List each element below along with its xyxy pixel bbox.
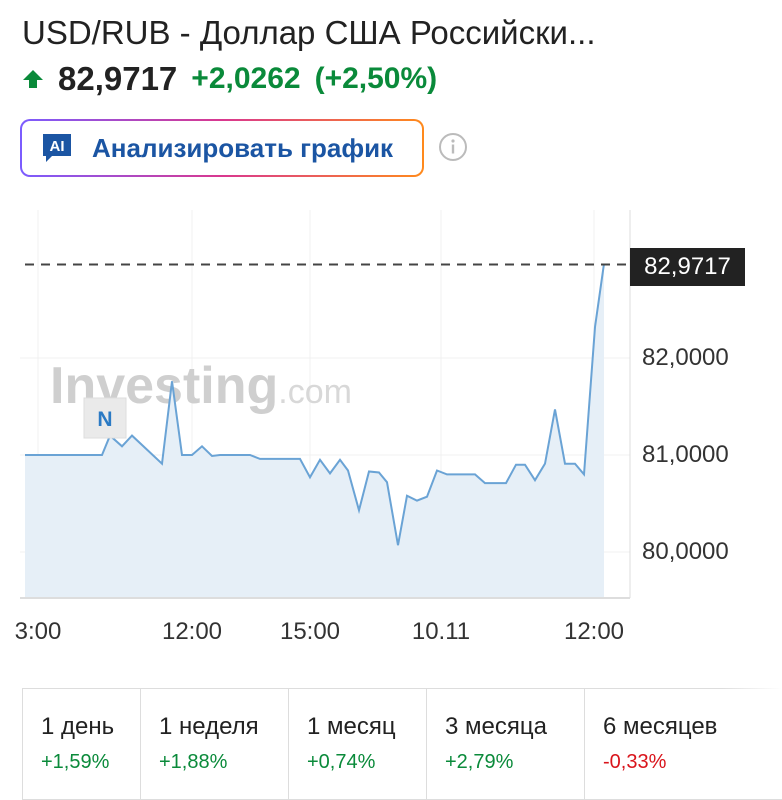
ai-chat-icon: AI — [43, 134, 71, 162]
period-value: +1,88% — [159, 751, 228, 773]
y-tick-label: 80,0000 — [642, 538, 729, 565]
x-tick-label: 3:00 — [14, 618, 62, 645]
period-value: +1,59% — [41, 751, 110, 773]
x-tick-label: 12:00 — [563, 618, 625, 645]
analyze-chart-label: Анализировать график — [92, 132, 394, 163]
period-label: 6 месяцев — [603, 713, 718, 740]
period-label: 1 неделя — [159, 713, 259, 740]
period-label: 3 месяца — [445, 713, 547, 740]
svg-text:AI: AI — [50, 138, 65, 155]
period-1w[interactable]: 1 неделя +1,88% — [141, 689, 289, 799]
price-area-fill — [25, 263, 604, 597]
y-tick-label: 82,0000 — [642, 344, 729, 371]
price-change-percent: (+2,50%) — [314, 62, 438, 95]
y-tick-label: 81,0000 — [642, 441, 729, 468]
period-label: 1 день — [41, 713, 115, 740]
price-line — [25, 263, 605, 546]
x-tick-label: 15:00 — [279, 618, 341, 645]
period-3m[interactable]: 3 месяца +2,79% — [427, 689, 585, 799]
arrow-up-icon — [23, 70, 43, 88]
instrument-title: USD/RUB - Доллар США Российски... — [22, 14, 596, 51]
period-performance-list: 1 день +1,59% 1 неделя +1,88% 1 месяц +0,74… — [22, 688, 782, 800]
price-row: 82,9717 +2,0262 (+2,50%) — [22, 60, 437, 98]
x-tick-label: 10.11 — [411, 618, 471, 645]
period-1m[interactable]: 1 месяц +0,74% — [289, 689, 427, 799]
info-icon[interactable] — [438, 132, 468, 162]
current-price-tag: 82,9717 — [630, 248, 745, 286]
news-marker[interactable]: N — [83, 397, 127, 439]
svg-text:N: N — [97, 408, 112, 431]
period-value: +2,79% — [445, 751, 514, 773]
price-chart[interactable]: Investing.com N — [0, 200, 782, 660]
price-change: +2,0262 — [191, 62, 301, 95]
x-tick-label: 12:00 — [161, 618, 223, 645]
period-value: +0,74% — [307, 751, 376, 773]
period-value: -0,33% — [603, 751, 667, 773]
period-1d[interactable]: 1 день +1,59% — [23, 689, 141, 799]
last-price: 82,9717 — [58, 60, 178, 97]
period-6m[interactable]: 6 месяцев -0,33% — [585, 689, 782, 799]
period-label: 1 месяц — [307, 713, 396, 740]
analyze-chart-button[interactable]: AI Анализировать график — [20, 119, 424, 177]
